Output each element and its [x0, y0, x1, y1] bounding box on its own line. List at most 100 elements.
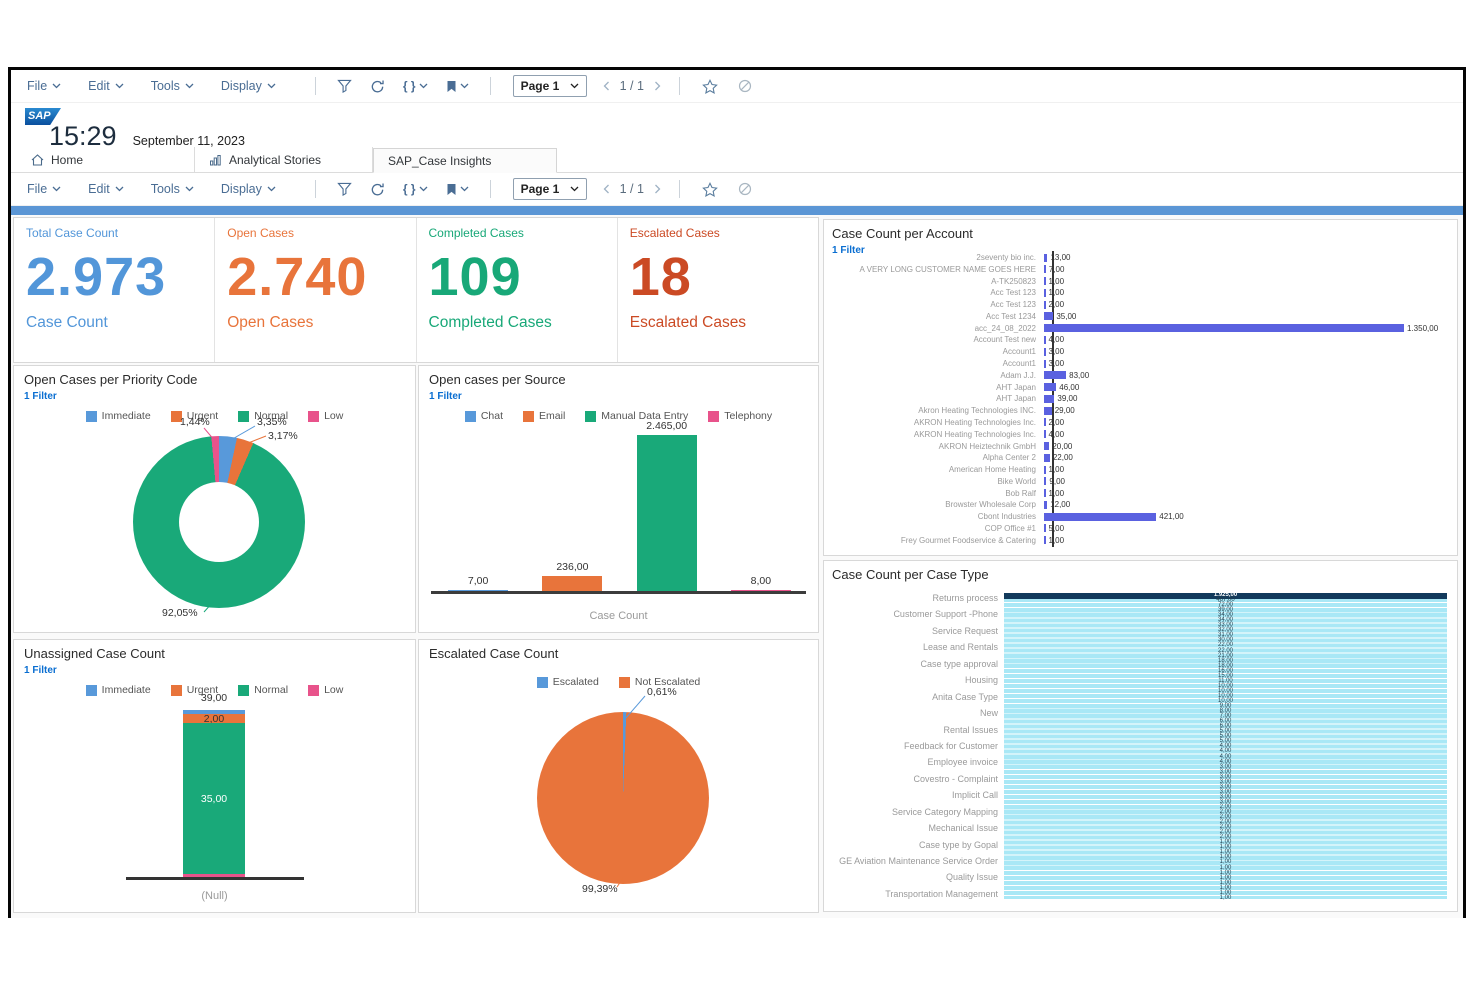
priority-donut-chart[interactable] — [133, 436, 305, 608]
account-bar[interactable] — [1044, 489, 1046, 498]
kpi-tile-open-cases[interactable]: Open Cases 2.740 Open Cases — [215, 218, 417, 362]
account-bar[interactable] — [1044, 500, 1048, 509]
legend-item-normal[interactable]: Normal — [238, 684, 288, 696]
menu-edit[interactable]: Edit — [88, 79, 124, 93]
case-type-label: Feedback for Customer — [903, 740, 998, 751]
escalated-pie-chart[interactable] — [537, 712, 709, 884]
menu-display[interactable]: Display — [221, 79, 276, 93]
unassigned-stacked-bar[interactable]: 2,00 35,00 — [183, 710, 245, 878]
menu-edit[interactable]: Edit — [88, 182, 124, 196]
legend-item-urgent[interactable]: Urgent — [170, 684, 218, 696]
filter-link[interactable]: 1 Filter — [24, 391, 57, 402]
account-bar[interactable] — [1044, 442, 1050, 450]
bar[interactable] — [730, 590, 791, 591]
page-previous-button[interactable] — [603, 81, 610, 91]
legend-item-chat[interactable]: Chat — [464, 410, 503, 422]
favorite-star-button[interactable] — [702, 78, 718, 94]
kpi-tile-escalated-cases[interactable]: Escalated Cases 18 Escalated Cases — [618, 218, 818, 362]
script-button[interactable]: { } — [403, 182, 428, 196]
kpi-tile-total-case-count[interactable]: Total Case Count 2.973 Case Count — [14, 218, 216, 362]
account-bar[interactable] — [1044, 383, 1057, 392]
account-bar[interactable] — [1044, 277, 1046, 286]
stack-segment-urgent[interactable]: 2,00 — [183, 713, 245, 725]
tab-home[interactable]: Home — [17, 147, 195, 172]
unavailable-button[interactable] — [738, 182, 752, 196]
account-bar[interactable] — [1044, 371, 1067, 380]
legend-item-immediate[interactable]: Immediate — [85, 410, 151, 422]
source-bar-email[interactable]: 236,00 — [542, 561, 603, 591]
account-bar[interactable] — [1044, 512, 1157, 521]
account-bar[interactable] — [1044, 418, 1046, 427]
script-button[interactable]: { } — [403, 79, 428, 93]
account-bar[interactable] — [1044, 300, 1046, 309]
legend-label: Low — [324, 410, 344, 422]
bar[interactable] — [636, 435, 697, 591]
account-bar[interactable] — [1044, 324, 1404, 333]
refresh-button[interactable] — [370, 182, 385, 197]
legend-item-low[interactable]: Low — [308, 410, 343, 422]
legend: Chat Email Manual Data Entry Telephony — [419, 410, 818, 422]
legend-item-low[interactable]: Low — [308, 684, 343, 696]
account-bar[interactable] — [1044, 453, 1050, 462]
case-type-bar-chart[interactable]: 1.925,00 467,00 72,00 39,00 34,00 34,00 33,00 3… — [1004, 592, 1447, 901]
bookmark-button[interactable] — [446, 183, 469, 196]
account-label: A-TK250823 — [991, 276, 1036, 286]
kpi-tile-completed-cases[interactable]: Completed Cases 109 Completed Cases — [417, 218, 618, 362]
account-bar[interactable] — [1044, 536, 1046, 545]
legend-item-email[interactable]: Email — [523, 410, 565, 422]
page-selector[interactable]: Page 1 — [512, 75, 587, 97]
legend-item-normal[interactable]: Normal — [238, 410, 288, 422]
source-bar-chat[interactable]: 7,00 — [448, 575, 509, 591]
source-bar-manual-data-entry[interactable]: 2.465,00 — [636, 420, 697, 591]
page-next-button[interactable] — [654, 184, 661, 194]
favorite-star-button[interactable] — [702, 181, 718, 197]
legend-item-manual-data-entry[interactable]: Manual Data Entry — [585, 410, 688, 422]
filter-link[interactable]: 1 Filter — [832, 245, 865, 256]
legend-label: Telephony — [724, 410, 773, 422]
menu-file[interactable]: File — [27, 79, 61, 93]
account-bar[interactable] — [1044, 465, 1046, 474]
page-selector[interactable]: Page 1 — [512, 178, 587, 200]
account-bar[interactable] — [1044, 430, 1046, 439]
tab-analytical-stories[interactable]: Analytical Stories — [195, 147, 373, 172]
tab-sap-case-insights[interactable]: SAP_Case Insights — [373, 148, 557, 173]
page-previous-button[interactable] — [603, 184, 610, 194]
account-bar[interactable] — [1044, 265, 1046, 274]
account-bar[interactable] — [1044, 406, 1052, 415]
account-bar[interactable] — [1044, 312, 1054, 321]
stack-segment-immediate[interactable] — [183, 710, 245, 714]
filter-link[interactable]: 1 Filter — [429, 391, 462, 402]
account-bar[interactable] — [1044, 253, 1048, 262]
bar[interactable] — [448, 590, 509, 591]
account-row: Adam J.J. 83,00 — [832, 371, 1449, 380]
toolbar-separator — [314, 180, 316, 198]
legend-item-telephony[interactable]: Telephony — [708, 410, 772, 422]
legend-item-urgent[interactable]: Urgent — [170, 410, 218, 422]
menu-tools[interactable]: Tools — [151, 79, 194, 93]
stack-segment-normal[interactable]: 35,00 — [183, 723, 245, 874]
refresh-button[interactable] — [370, 79, 385, 94]
account-bar[interactable] — [1044, 524, 1046, 533]
legend-item-escalated[interactable]: Escalated — [536, 676, 599, 688]
account-bar[interactable] — [1044, 394, 1055, 403]
account-bar[interactable] — [1044, 335, 1046, 344]
account-bar[interactable] — [1044, 359, 1046, 368]
source-bar-telephony[interactable]: 8,00 — [730, 575, 791, 591]
bookmark-button[interactable] — [446, 80, 469, 93]
menu-file[interactable]: File — [27, 182, 61, 196]
page-next-button[interactable] — [654, 81, 661, 91]
filter-button[interactable] — [337, 182, 352, 196]
bar-value-label: 8,00 — [750, 575, 772, 587]
account-bar[interactable] — [1044, 347, 1046, 356]
menu-tools[interactable]: Tools — [151, 182, 194, 196]
filter-button[interactable] — [337, 79, 352, 93]
filter-link[interactable]: 1 Filter — [24, 665, 57, 676]
menu-display[interactable]: Display — [221, 182, 276, 196]
account-bar[interactable] — [1044, 477, 1047, 486]
legend-item-not-escalated[interactable]: Not Escalated — [618, 676, 700, 688]
stack-segment-low[interactable] — [183, 874, 245, 878]
legend-item-immediate[interactable]: Immediate — [85, 684, 151, 696]
account-bar[interactable] — [1044, 288, 1046, 297]
bar[interactable] — [542, 576, 603, 591]
unavailable-button[interactable] — [738, 79, 752, 93]
